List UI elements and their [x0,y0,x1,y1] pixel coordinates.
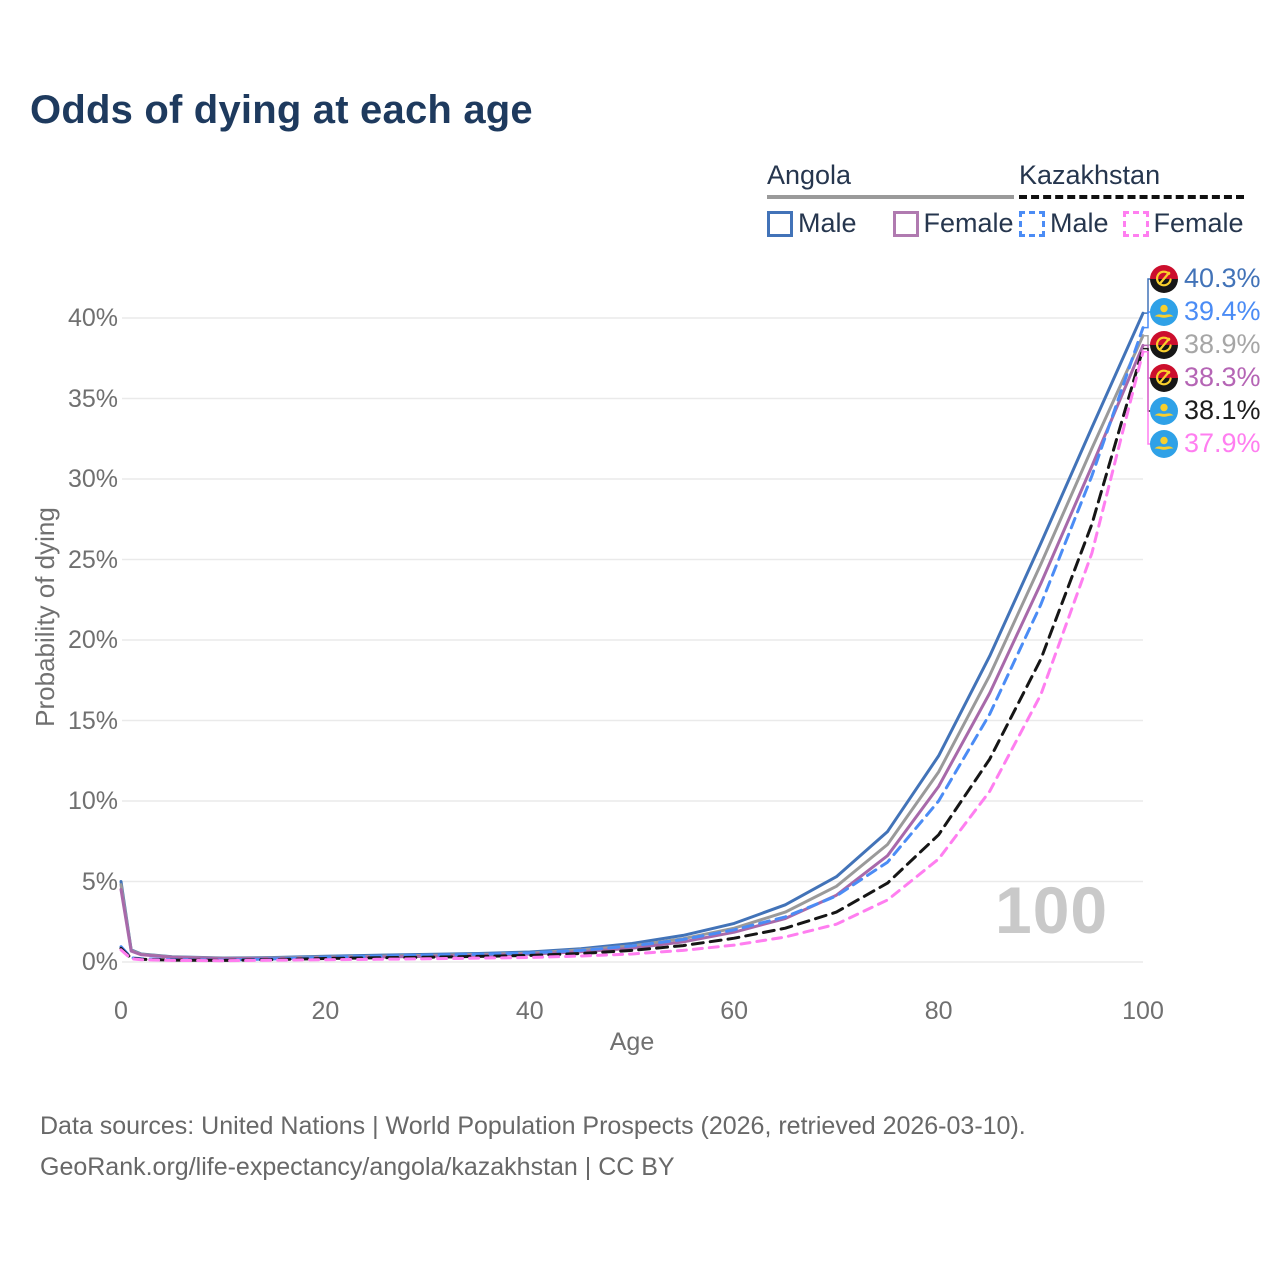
end-label-row: 39.4% [1150,295,1261,328]
y-tick-label: 25% [67,545,118,574]
kazakhstan-flag-icon [1150,429,1178,458]
end-label-value: 39.4% [1184,296,1261,326]
y-tick-label: 5% [81,867,118,896]
y-tick-label: 20% [67,626,118,654]
end-label-row: 38.9% [1150,328,1261,361]
legend-label: Female [923,208,1014,238]
legend-title-kazakhstan: Kazakhstan [1019,160,1161,190]
legend-title-angola: Angola [767,160,852,190]
end-label-row: 38.1% [1150,394,1261,427]
x-tick-label: 60 [720,997,749,1025]
end-label-connector [1143,311,1152,329]
x-tick-label: 20 [311,997,340,1025]
angola-male-swatch-icon [767,210,793,237]
y-tick-label: 15% [67,706,118,735]
legend-item-angola-female[interactable]: Female [892,208,1014,239]
series-line-kazakhstan-female[interactable] [119,350,1145,963]
series-line-angola-female[interactable] [119,343,1145,961]
series-end-labels: 40.3% 39.4% 38.9% [1150,262,1261,460]
y-tick-label: 0% [81,948,118,976]
legend-group-angola: Angola Male Female [767,160,1014,239]
y-tick-label: 30% [67,465,118,493]
footer-source-line: Data sources: United Nations | World Pop… [40,1112,1026,1140]
kazakhstan-dashed-line-sample [1019,195,1244,199]
angola-flag-icon [1150,264,1178,293]
kazakhstan-flag-icon [1150,396,1178,425]
end-label-row: 40.3% [1150,262,1261,295]
y-axis-title: Probability of dying [30,507,60,727]
legend-label: Male [798,208,857,238]
angola-flag-icon [1150,363,1178,392]
age-watermark: 100 [995,873,1109,947]
series-line-kazakhstan-male[interactable] [119,326,1145,962]
end-label-value: 38.1% [1184,395,1261,425]
legend-label: Female [1153,208,1244,238]
x-tick-label: 80 [924,997,953,1025]
footer: Data sources: United Nations | World Pop… [40,1106,1026,1188]
kazakhstan-female-swatch-icon [1122,210,1149,237]
end-label-connector [1143,334,1152,346]
end-label-value: 38.9% [1184,329,1261,359]
end-label-value: 37.9% [1184,428,1261,458]
end-label-value: 40.3% [1184,263,1261,293]
legend-item-angola-male[interactable]: Male [767,208,857,239]
page-title: Odds of dying at each age [30,88,533,132]
y-tick-label: 10% [67,787,118,815]
footer-url-line: GeoRank.org/life-expectancy/angola/kazak… [40,1153,675,1181]
series-line-angola-male[interactable] [119,311,1145,960]
end-label-connector [1143,278,1152,314]
end-label-value: 38.3% [1184,362,1261,392]
x-axis-title: Age [609,1028,655,1056]
legend-label: Male [1050,208,1109,238]
end-label-row: 37.9% [1150,427,1261,460]
end-label-connector [1143,351,1152,445]
kazakhstan-flag-icon [1150,297,1178,326]
legend-group-kazakhstan: Kazakhstan Male Female [1019,160,1244,239]
y-tick-label: 35% [67,384,118,413]
series-line-angola-both[interactable] [119,334,1145,960]
legend-item-kazakhstan-male[interactable]: Male [1019,208,1109,239]
end-label-row: 38.3% [1150,361,1261,394]
kazakhstan-male-swatch-icon [1019,210,1045,237]
x-tick-label: 40 [515,997,544,1025]
angola-solid-line-sample [767,195,1014,199]
x-tick-label: 100 [1122,997,1164,1025]
angola-flag-icon [1150,330,1178,359]
angola-female-swatch-icon [892,210,919,237]
y-tick-label: 40% [67,304,118,332]
x-tick-label: 0 [114,997,128,1025]
legend-item-kazakhstan-female[interactable]: Female [1122,208,1244,239]
